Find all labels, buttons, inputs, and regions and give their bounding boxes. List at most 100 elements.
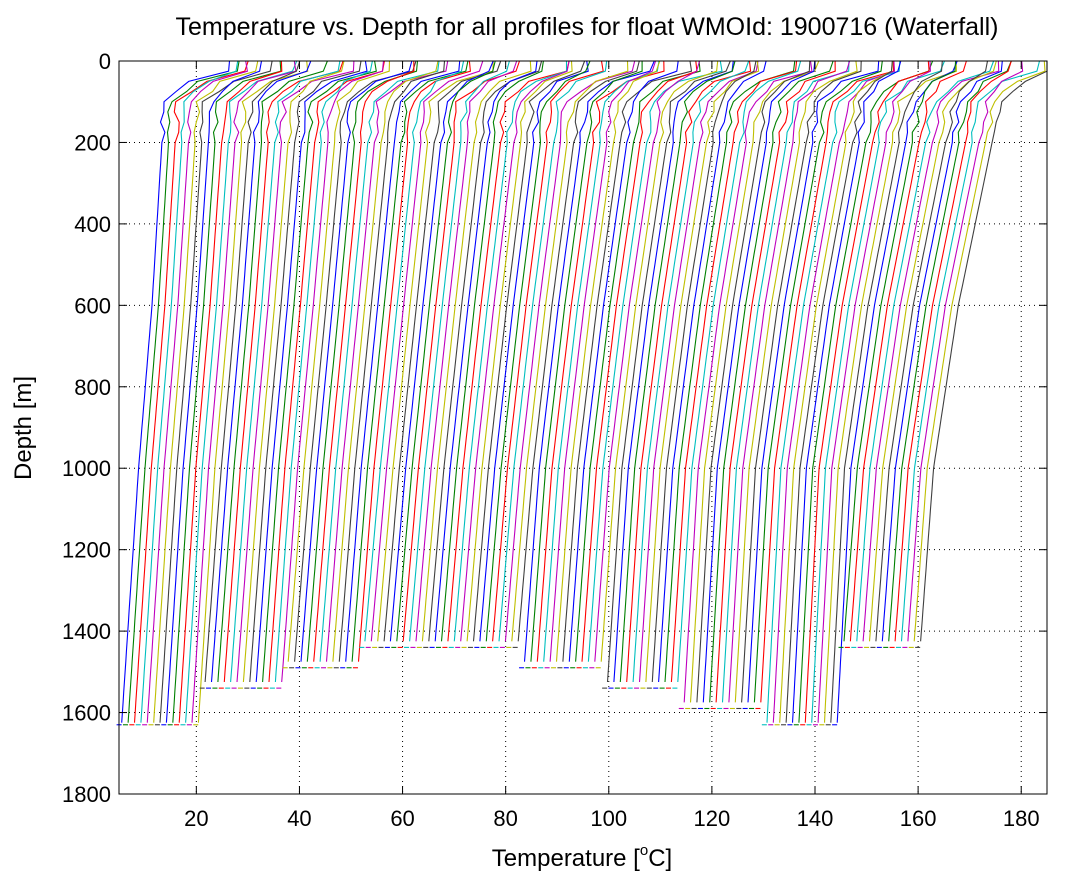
profile-line: [133, 60, 249, 723]
profile-line: [881, 60, 1003, 642]
profile-line: [127, 60, 240, 723]
profile-line: [894, 60, 1012, 642]
profile-line: [402, 60, 521, 642]
profile-line: [689, 60, 820, 703]
profile-line: [460, 60, 570, 642]
profile-line: [434, 60, 538, 642]
profile-line: [907, 60, 1024, 642]
profile-line: [862, 60, 1000, 642]
profile-line: [172, 60, 282, 723]
profile-line: [760, 60, 895, 703]
profile-line: [555, 60, 661, 662]
profile-line: [242, 60, 345, 683]
profile-line: [345, 60, 461, 662]
profile-line: [479, 60, 589, 642]
x-axis-label: Temperature [oC]: [492, 842, 672, 872]
profile-line: [626, 60, 752, 683]
profile-line: [575, 60, 701, 662]
x-tick-label: 180: [1003, 806, 1040, 831]
profile-line: [357, 60, 471, 662]
y-tick-label: 0: [99, 49, 111, 74]
profile-line: [485, 60, 591, 642]
profile-line: [543, 60, 660, 662]
profile-line: [306, 60, 419, 662]
profile-line: [791, 60, 902, 723]
y-tick-label: 400: [74, 212, 111, 237]
profile-line: [734, 60, 858, 703]
x-tick-label: 140: [797, 806, 834, 831]
y-tick-label: 1600: [62, 701, 111, 726]
profile-line: [351, 60, 469, 662]
profile-line: [332, 60, 439, 662]
profile-line: [421, 60, 532, 642]
profile-line: [658, 60, 767, 683]
profile-line: [875, 60, 989, 642]
profile-line: [236, 60, 355, 683]
profile-line: [319, 60, 440, 662]
profile-line: [920, 61, 1048, 642]
profile-line: [472, 60, 586, 642]
profile-line: [856, 60, 995, 642]
profile-line: [178, 60, 283, 723]
profile-line: [249, 60, 362, 683]
profile-line: [140, 60, 239, 723]
profile-line: [594, 60, 701, 662]
profile-line: [498, 60, 608, 642]
profile-line: [197, 60, 309, 723]
profile-line: [523, 60, 655, 662]
profile-line: [785, 60, 893, 723]
profile-line: [645, 60, 760, 683]
profile-line: [613, 60, 734, 683]
profile-line: [492, 60, 604, 642]
profile-line: [798, 60, 934, 723]
profile-line: [364, 60, 465, 642]
profile-line: [581, 60, 698, 662]
profile-line: [651, 60, 757, 683]
axis-ticks: 20 40 60 80 100 120 140 160 18002004006008001000…: [62, 49, 1047, 831]
profile-line: [830, 60, 943, 723]
x-tick-label: 100: [590, 806, 627, 831]
profile-line: [204, 60, 301, 683]
profile-line: [683, 60, 813, 703]
profile-line: [383, 60, 502, 642]
profile-line: [159, 60, 273, 723]
profile-line: [600, 60, 719, 662]
plot-frame: [118, 60, 1048, 795]
profile-line: [287, 60, 391, 662]
profile-line: [313, 60, 415, 662]
y-tick-label: 200: [74, 130, 111, 155]
profile-line: [517, 60, 640, 642]
profile-line: [728, 60, 851, 703]
plot-area: [119, 61, 1047, 794]
x-tick-label: 60: [390, 806, 414, 831]
profile-line: [511, 60, 629, 642]
profile-line: [913, 60, 1046, 642]
profile-line: [568, 60, 679, 662]
profile-line: [843, 60, 957, 642]
profile-line: [153, 60, 259, 723]
profile-line: [868, 60, 997, 642]
profile-line: [223, 60, 344, 683]
profile-lines: [116, 60, 1048, 726]
profile-line: [696, 60, 811, 703]
profile-line: [741, 60, 862, 703]
x-tick-label: 160: [900, 806, 937, 831]
profile-line: [217, 60, 328, 683]
profile-line: [888, 60, 1012, 642]
profile-line: [370, 60, 484, 642]
profile-line: [230, 60, 341, 683]
y-tick-label: 1800: [62, 782, 111, 807]
y-tick-label: 1200: [62, 538, 111, 563]
profile-line: [849, 60, 967, 642]
profile-line: [779, 60, 894, 723]
profile-line: [262, 60, 377, 683]
profile-line: [210, 60, 312, 683]
y-tick-label: 1400: [62, 619, 111, 644]
profile-line: [396, 60, 496, 642]
profile-line: [747, 60, 880, 703]
y-tick-label: 600: [74, 293, 111, 318]
x-axis-label-main: Temperature [: [492, 845, 640, 872]
profile-line: [389, 60, 494, 642]
profile-line: [823, 60, 957, 723]
profile-line: [619, 60, 736, 683]
